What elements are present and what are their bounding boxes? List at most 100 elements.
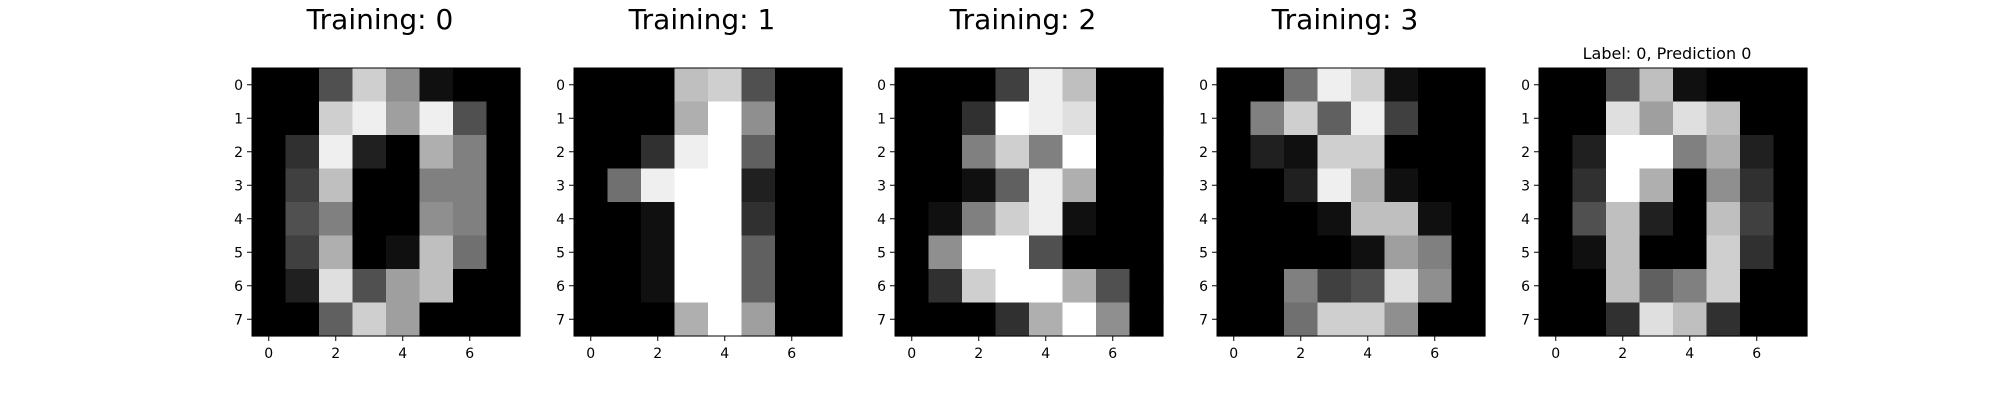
heatmap-cell	[808, 269, 843, 304]
y-tick-label: 5	[234, 245, 243, 261]
heatmap-cell	[1351, 269, 1386, 304]
heatmap-cell	[1351, 101, 1386, 136]
panel-training-0: Training: 0 0 1 2 3 4 5 6 7 0 2 4 6	[210, 0, 550, 400]
heatmap-cell	[1539, 168, 1574, 203]
panel-training-3: Training: 3 0 1 2 3 4 5 6 7 0 2 4 6	[1175, 0, 1515, 400]
x-tick-label: 6	[1108, 346, 1117, 362]
heatmap-cell	[319, 168, 354, 203]
heatmap-cell	[1740, 101, 1775, 136]
x-tick-label: 4	[720, 346, 729, 362]
heatmap-cell	[808, 101, 843, 136]
x-tick-label: 4	[1363, 346, 1372, 362]
heatmap-cell	[1773, 269, 1808, 304]
heatmap-cell	[352, 235, 387, 270]
heatmap-cell	[1418, 202, 1453, 237]
heatmap-cell	[1284, 68, 1319, 103]
heatmap-cell	[1384, 202, 1419, 237]
y-tick-label: 3	[1521, 178, 1530, 194]
heatmap-cell	[1096, 269, 1131, 304]
heatmap-cell	[1606, 302, 1641, 337]
heatmap-cell	[1673, 202, 1708, 237]
y-tick-label: 6	[556, 279, 565, 295]
heatmap-cell	[775, 202, 810, 237]
heatmap-cell	[1673, 101, 1708, 136]
heatmap-cell	[708, 269, 743, 304]
x-tick-label: 6	[465, 346, 474, 362]
heatmap-cell	[962, 135, 997, 170]
heatmap-cell	[1129, 135, 1164, 170]
y-tick-label: 7	[1199, 312, 1208, 328]
y-tick-label: 6	[234, 279, 243, 295]
heatmap-cell	[1384, 135, 1419, 170]
heatmap-cell	[1773, 101, 1808, 136]
heatmap-cell	[1572, 168, 1607, 203]
heatmap-cell	[1062, 135, 1097, 170]
heatmap-cell	[1706, 135, 1741, 170]
heatmap-cell	[708, 202, 743, 237]
x-tick-label: 4	[1041, 346, 1050, 362]
heatmap-cell	[1451, 269, 1486, 304]
heatmap-cell	[1706, 202, 1741, 237]
panel-title: Training: 2	[949, 3, 1097, 36]
heatmap-cell	[1250, 235, 1285, 270]
heatmap-cell	[1384, 168, 1419, 203]
y-tick-label: 1	[1199, 111, 1208, 127]
heatmap-cell	[674, 168, 709, 203]
heatmap-cell	[1572, 68, 1607, 103]
heatmap-cell	[285, 68, 320, 103]
heatmap-cell	[674, 302, 709, 337]
y-tick-label: 6	[1199, 279, 1208, 295]
heatmap-cell	[1250, 68, 1285, 103]
heatmap-cell	[386, 68, 421, 103]
heatmap-cell	[453, 168, 488, 203]
digit-heatmap: 0 1 2 3 4 5 6 7 0 2 4 6	[1521, 67, 1808, 362]
heatmap-cell	[1606, 135, 1641, 170]
heatmap-cell	[1284, 168, 1319, 203]
x-tick-label: 4	[1685, 346, 1694, 362]
heatmap-cell	[641, 202, 676, 237]
heatmap-cell	[1706, 101, 1741, 136]
heatmap-cell	[641, 269, 676, 304]
heatmap-cell	[1740, 135, 1775, 170]
axes-frame	[1216, 67, 1486, 337]
heatmap-cell	[1384, 101, 1419, 136]
heatmap-cell	[1284, 235, 1319, 270]
heatmap-cell	[775, 101, 810, 136]
y-tick-label: 5	[1521, 245, 1530, 261]
heatmap-cell	[352, 302, 387, 337]
heatmap-cell	[1096, 101, 1131, 136]
heatmap-cell	[1217, 302, 1252, 337]
y-tick-label: 5	[556, 245, 565, 261]
heatmap-cell	[1129, 68, 1164, 103]
heatmap-cell	[1606, 202, 1641, 237]
heatmap-cell	[741, 168, 776, 203]
heatmap-cell	[895, 101, 930, 136]
heatmap-cell	[419, 235, 454, 270]
heatmap-cell	[895, 269, 930, 304]
heatmap-cell	[1250, 135, 1285, 170]
heatmap-cell	[641, 168, 676, 203]
heatmap-cell	[741, 235, 776, 270]
heatmap-cell	[352, 135, 387, 170]
heatmap-cell	[1639, 101, 1674, 136]
heatmap-cell	[1062, 101, 1097, 136]
heatmap-cell	[895, 168, 930, 203]
heatmap-cell	[741, 302, 776, 337]
y-tick-label: 2	[1521, 145, 1530, 161]
heatmap-cell	[1572, 269, 1607, 304]
heatmap-cell	[1029, 269, 1064, 304]
heatmap-cell	[708, 68, 743, 103]
heatmap-cell	[486, 302, 521, 337]
heatmap-cell	[1029, 135, 1064, 170]
heatmap-cell	[962, 168, 997, 203]
heatmap-cell	[319, 202, 354, 237]
heatmap-cell	[1451, 168, 1486, 203]
heatmap-cell	[1029, 168, 1064, 203]
y-tick-label: 7	[234, 312, 243, 328]
heatmap-cell	[1317, 302, 1352, 337]
heatmap-cell	[1606, 269, 1641, 304]
heatmap-cell	[386, 101, 421, 136]
x-tick-label: 6	[787, 346, 796, 362]
x-tick-label: 6	[1752, 346, 1761, 362]
heatmap-cell	[574, 168, 609, 203]
